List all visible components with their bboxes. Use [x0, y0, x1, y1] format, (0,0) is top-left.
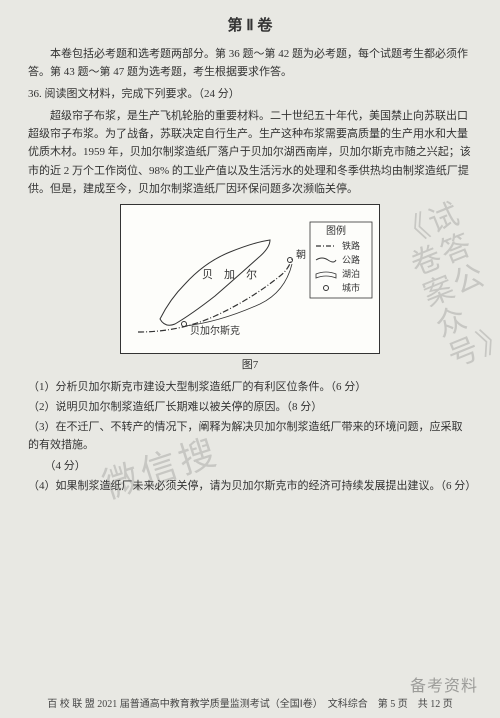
question-heading: 36. 阅读图文材料，完成下列要求。（24 分）: [28, 85, 472, 103]
section-instruction: 本卷包括必考题和选考题两部分。第 36 题～第 42 题为必考题，每个试题考生都…: [28, 45, 472, 81]
legend-city: 城市: [342, 282, 360, 293]
sub-question-1: （1）分析贝加尔斯克市建设大型制浆造纸厂的有利区位条件。（6 分）: [28, 378, 472, 396]
sub-question-3a: （3）在不迁厂、不转产的情况下，阐释为解决贝加尔制浆造纸厂带来的环境问题，应采取…: [28, 418, 472, 454]
page-footer: 百 校 联 盟 2021 届普通高中教育教学质量监测考试（全国Ⅰ卷） 文科综合 …: [0, 695, 500, 710]
legend-lake: 湖泊: [342, 269, 360, 279]
legend-rail: 铁路: [342, 240, 360, 251]
legend-title: 图例: [326, 224, 346, 237]
figure-caption: 图7: [120, 356, 380, 374]
section-title: 第 Ⅱ 卷: [28, 14, 472, 39]
legend-road: 公路: [342, 254, 360, 265]
label-town: 贝加尔斯克: [190, 324, 240, 337]
label-lake: 贝 加 尔: [202, 268, 257, 281]
sub-question-3b: （4 分）: [28, 457, 472, 475]
map-svg: 贝加尔斯克 朝 贝 加 尔 图例 铁路 公路 湖泊 城市: [120, 204, 380, 354]
label-irk: 朝: [296, 249, 306, 261]
passage-1: 超级帘子布浆，是生产飞机轮胎的重要材料。二十世纪五十年代，美国禁止向苏联出口超级…: [28, 107, 472, 198]
sub-question-4: （4）如果制浆造纸厂未来必须关停，请为贝加尔斯克市的经济可持续发展提出建议。（6…: [28, 477, 472, 495]
figure-7: 贝加尔斯克 朝 贝 加 尔 图例 铁路 公路 湖泊 城市 图7: [120, 204, 380, 374]
sub-question-2: （2）说明贝加尔制浆造纸厂长期难以被关停的原因。（8 分）: [28, 398, 472, 416]
watermark-bottom-right: 备考资料: [410, 672, 478, 696]
